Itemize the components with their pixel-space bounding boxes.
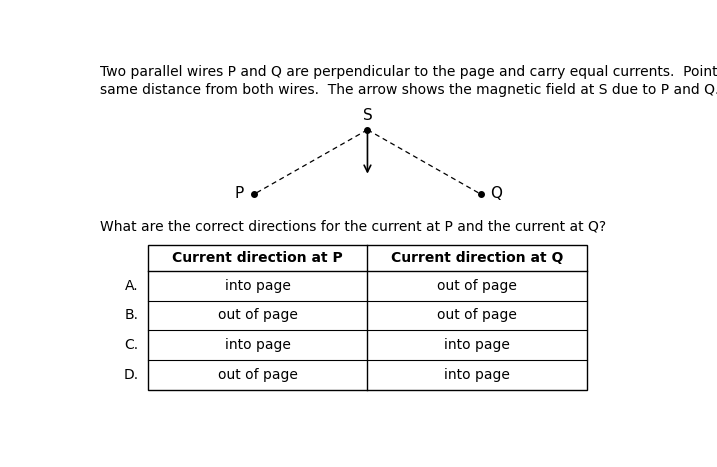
Text: into page: into page: [224, 279, 290, 293]
Text: S: S: [363, 108, 372, 123]
Text: out of page: out of page: [218, 368, 298, 382]
Text: What are the correct directions for the current at P and the current at Q?: What are the correct directions for the …: [100, 219, 606, 234]
Text: D.: D.: [123, 368, 138, 382]
Text: Two parallel wires P and Q are perpendicular to the page and carry equal current: Two parallel wires P and Q are perpendic…: [100, 65, 717, 98]
Text: C.: C.: [124, 338, 138, 352]
Text: into page: into page: [445, 338, 511, 352]
Text: into page: into page: [224, 338, 290, 352]
Text: out of page: out of page: [437, 309, 517, 323]
Text: Q: Q: [490, 186, 502, 201]
Text: out of page: out of page: [218, 309, 298, 323]
Text: P: P: [234, 186, 244, 201]
Bar: [148, 245, 587, 390]
Text: Current direction at Q: Current direction at Q: [391, 251, 564, 265]
Text: into page: into page: [445, 368, 511, 382]
Text: A.: A.: [125, 279, 138, 293]
Text: Current direction at P: Current direction at P: [172, 251, 343, 265]
Text: B.: B.: [125, 309, 138, 323]
Text: out of page: out of page: [437, 279, 517, 293]
